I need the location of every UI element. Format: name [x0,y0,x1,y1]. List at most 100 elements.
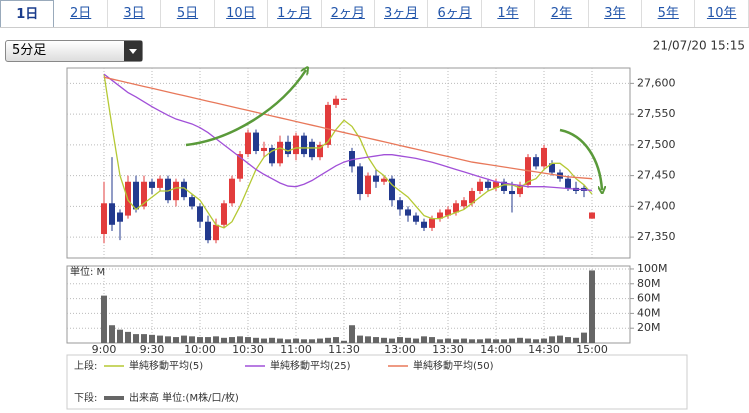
candle-body [301,135,307,155]
moving-average-line [103,74,593,229]
moving-average-line [103,76,593,180]
volume-bar [573,337,579,343]
candle-body [253,132,259,152]
period-tab[interactable]: 2年 [535,0,589,27]
x-tick-label: 10:30 [232,343,264,356]
interval-dropdown[interactable]: 5分足 [5,40,143,62]
legend-lower-label: 下段: [74,391,97,404]
volume-bar [493,339,499,343]
volume-bar [277,338,283,343]
volume-bar [565,337,571,343]
period-tab[interactable]: 1ヶ月 [268,0,322,27]
volume-bar [421,336,427,343]
volume-bar [117,329,123,343]
volume-bar [349,325,355,343]
volume-bar [469,339,475,343]
period-tabs: 1日 2日 3日 5日 10日 1ヶ月 2ヶ月 3ヶ月 6ヶ月 1年 2年 3年 5年 10年 [0,0,749,28]
x-tick-label: 10:00 [184,343,216,356]
period-tab[interactable]: 1日 [0,0,55,27]
x-tick-label: 11:30 [328,343,360,356]
candle-body [429,218,435,228]
candle-body [229,178,235,204]
volume-bar [261,338,267,343]
period-tab[interactable]: 6ヶ月 [428,0,482,27]
volume-bar [517,337,523,343]
volume-bar [589,270,595,343]
volume-bar [445,338,451,343]
period-tab[interactable]: 3ヶ月 [375,0,429,27]
volume-bar [205,337,211,343]
y-tick-label: 40M [637,306,661,319]
y-tick-label: 100M [637,262,668,275]
candle-body [381,178,387,182]
candle-body [357,166,363,195]
candle-body [397,200,403,210]
candle-body [261,147,267,152]
candle-body [285,141,291,155]
candle-body [365,175,371,195]
volume-bar [525,338,531,343]
candle-body [517,184,523,195]
moving-average-line [103,73,593,192]
dropdown-button[interactable] [124,41,142,61]
volume-bar [309,339,315,343]
period-tab[interactable]: 1年 [482,0,536,27]
volume-bar [533,339,539,343]
candle-body [533,157,539,167]
y-tick-label: 27,450 [637,169,676,182]
volume-bar [381,337,387,343]
candle-body [589,212,595,219]
volume-bar [165,336,171,343]
candle-body [205,221,211,241]
volume-bar [509,338,515,343]
period-tab[interactable]: 2ヶ月 [322,0,375,27]
volume-bar [389,338,395,343]
candle-body [413,215,419,222]
candle-body [501,181,507,191]
candle-body [117,212,123,222]
volume-bar [213,336,219,343]
volume-bar [285,339,291,343]
x-tick-label: 15:00 [576,343,608,356]
volume-bar [133,334,139,343]
volume-bar [557,335,563,343]
period-tab[interactable]: 2日 [54,0,108,27]
candle-body [197,206,203,222]
candle-body [133,181,139,210]
x-tick-label: 11:00 [280,343,312,356]
period-tab[interactable]: 3年 [589,0,643,27]
period-tab[interactable]: 5日 [161,0,215,27]
candle-body [237,154,243,179]
period-tab[interactable]: 10年 [695,0,749,27]
period-tab[interactable]: 3日 [108,0,162,27]
y-tick-label: 27,600 [637,76,676,89]
candle-body [373,175,379,182]
volume-bar [245,337,251,343]
period-tab[interactable]: 10日 [215,0,269,27]
candle-body [565,178,571,188]
period-tab[interactable]: 5年 [642,0,696,27]
volume-pane [66,265,631,344]
volume-unit-label: 単位: M [70,265,105,278]
volume-bar [253,337,259,343]
volume-bar [325,337,331,343]
volume-bar [453,339,459,343]
candle-body [445,209,451,216]
y-tick-label: 80M [637,277,661,290]
dropdown-label: 5分足 [12,43,47,58]
volume-bar [189,336,195,343]
candle-body [485,181,491,188]
volume-bar [437,339,443,343]
volume-bar [333,337,339,343]
legend-label: 出来高 単位:(M株/口/枚) [129,391,239,404]
volume-bar [229,337,235,343]
timestamp: 21/07/20 15:15 [653,39,745,53]
volume-bar [141,334,147,343]
x-tick-label: 14:30 [528,343,560,356]
candle-body [181,181,187,198]
candle-body [325,104,331,145]
candle-body [541,147,547,167]
annotation-arrow [185,70,306,147]
volume-bar [341,340,347,343]
candle-body [221,203,227,225]
